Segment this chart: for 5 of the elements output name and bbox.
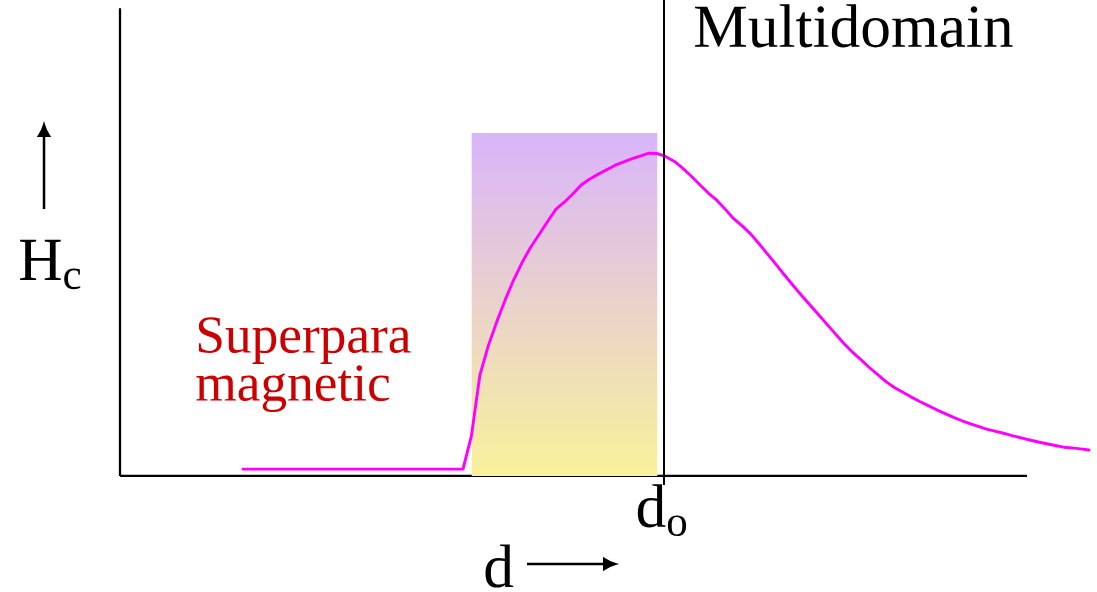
text: d$_{o}$	[637, 484, 687, 537]
y-axis-title: H$_{c}$	[20, 239, 81, 290]
x-axis-title: d	[485, 544, 514, 588]
annotation: Superpara magnetic	[196, 317, 411, 413]
text: Multidomain	[695, 4, 1013, 48]
